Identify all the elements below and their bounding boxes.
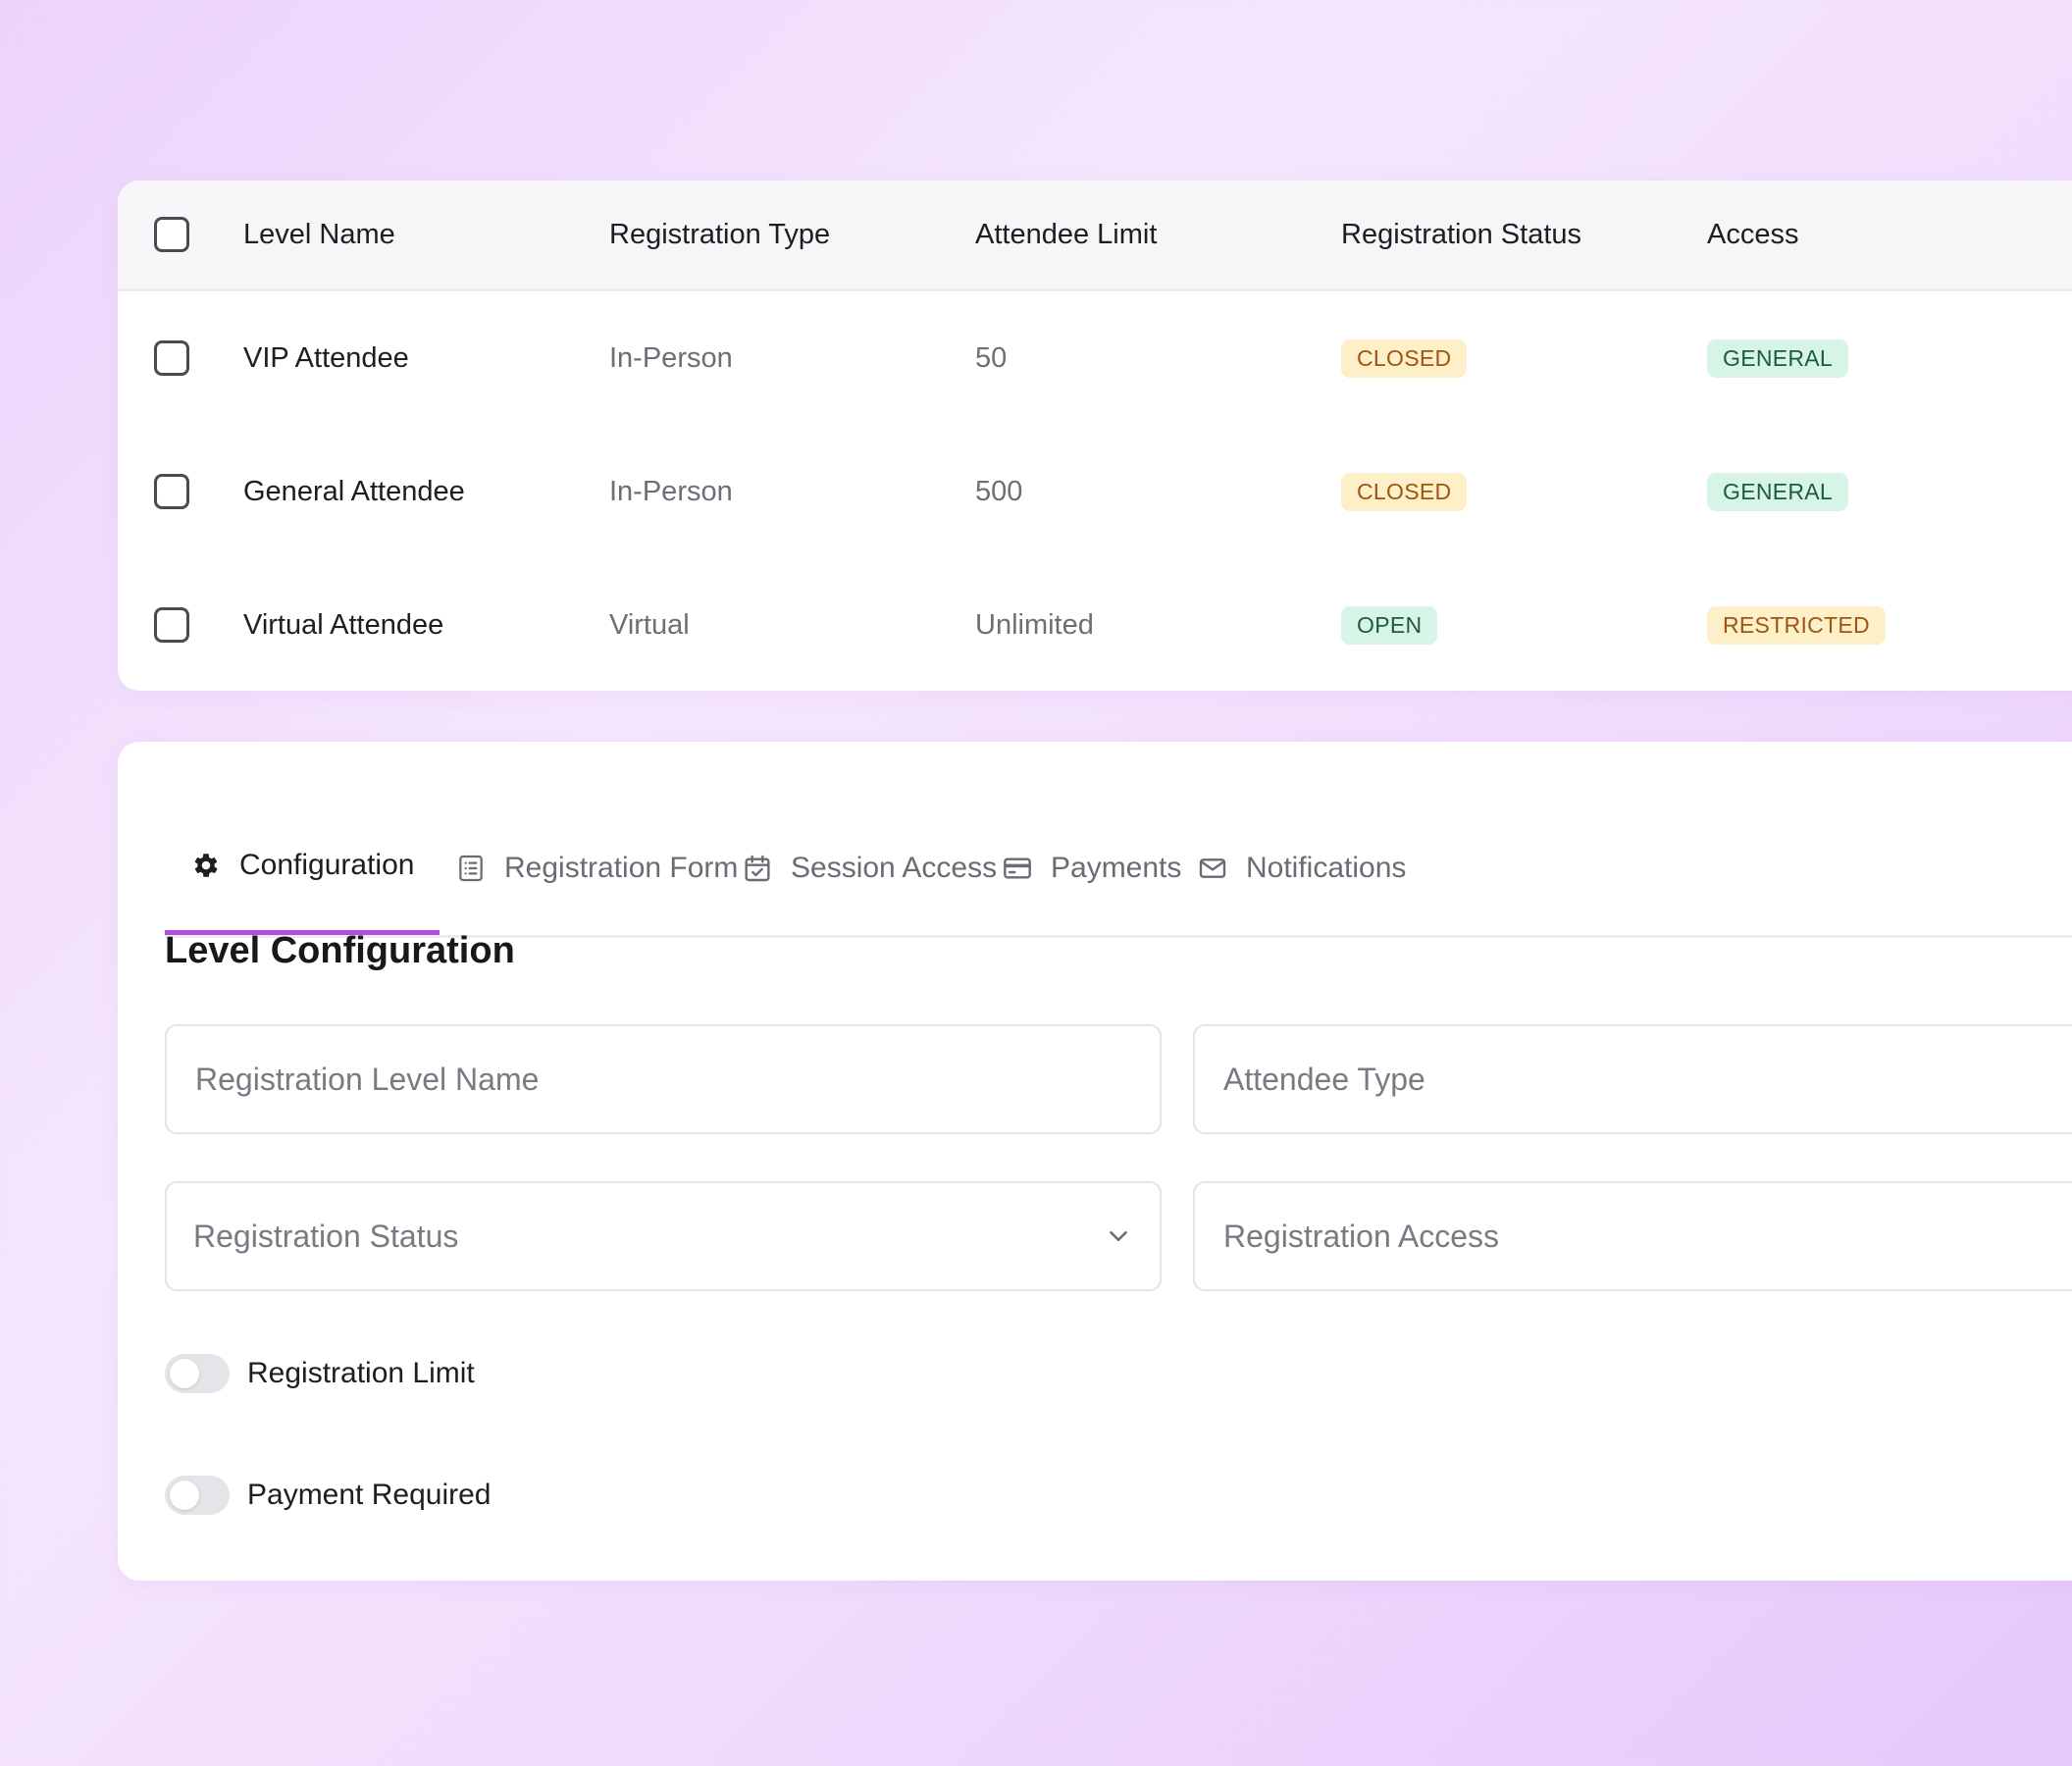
- tab-payments[interactable]: Payments: [976, 801, 1207, 935]
- gear-icon: [194, 854, 218, 877]
- row-select-cell: [154, 291, 189, 425]
- row-checkbox[interactable]: [154, 474, 189, 509]
- access-badge: GENERAL: [1707, 472, 1849, 511]
- level-configuration-panel: Configuration Registration Form Session …: [118, 742, 2072, 1581]
- form-icon: [459, 855, 483, 881]
- section-title: Level Configuration: [165, 930, 515, 971]
- header-registration-type[interactable]: Registration Type: [609, 218, 831, 250]
- tab-label: Configuration: [239, 849, 415, 881]
- header-registration-status[interactable]: Registration Status: [1341, 218, 1582, 250]
- select-all-cell: [154, 181, 189, 288]
- registration-limit-label: Registration Limit: [247, 1357, 475, 1389]
- status-cell: CLOSED: [1341, 291, 1468, 425]
- registration-status-placeholder: Registration Status: [193, 1218, 459, 1254]
- row-checkbox[interactable]: [154, 340, 189, 376]
- attendee-type-input[interactable]: [1221, 1060, 2072, 1099]
- access-cell: GENERAL: [1707, 425, 1849, 558]
- registration-levels-table: Level Name Registration Type Attendee Li…: [118, 181, 2072, 691]
- tab-bar: Configuration Registration Form Session …: [165, 801, 2072, 938]
- header-attendee-limit[interactable]: Attendee Limit: [975, 218, 1158, 250]
- registration-access-field[interactable]: [1193, 1181, 2072, 1291]
- status-badge: CLOSED: [1341, 338, 1468, 378]
- registration-type-cell: Virtual: [609, 608, 690, 641]
- attendee-type-field[interactable]: [1193, 1024, 2072, 1134]
- credit-card-icon: [1004, 857, 1031, 879]
- registration-access-input[interactable]: [1221, 1217, 2072, 1256]
- tab-label: Session Access: [791, 851, 998, 884]
- tab-label: Payments: [1051, 851, 1182, 884]
- registration-type-cell: In-Person: [609, 475, 733, 507]
- tab-notifications[interactable]: Notifications: [1171, 801, 1431, 935]
- tab-registration-form[interactable]: Registration Form: [430, 801, 763, 935]
- attendee-limit-cell: Unlimited: [975, 608, 1094, 641]
- payment-required-label: Payment Required: [247, 1479, 492, 1511]
- registration-level-name-field[interactable]: [165, 1024, 1162, 1134]
- calendar-check-icon: [745, 855, 770, 881]
- chevron-down-icon: [1110, 1231, 1127, 1241]
- tab-configuration[interactable]: Configuration: [165, 801, 440, 935]
- table-row[interactable]: VIP Attendee In-Person 50 CLOSED GENERAL: [118, 291, 2072, 425]
- header-access[interactable]: Access: [1707, 218, 1799, 250]
- row-select-cell: [154, 425, 189, 558]
- tab-session-access[interactable]: Session Access: [716, 801, 1022, 935]
- status-cell: CLOSED: [1341, 425, 1468, 558]
- row-checkbox[interactable]: [154, 607, 189, 643]
- payment-required-row: Payment Required: [165, 1476, 491, 1515]
- attendee-limit-cell: 500: [975, 475, 1023, 507]
- access-badge: GENERAL: [1707, 338, 1849, 378]
- mail-icon: [1199, 857, 1226, 878]
- table-header: Level Name Registration Type Attendee Li…: [118, 181, 2072, 291]
- level-name-cell: General Attendee: [243, 475, 465, 507]
- registration-status-select[interactable]: Registration Status: [165, 1181, 1162, 1291]
- attendee-limit-cell: 50: [975, 341, 1008, 374]
- registration-level-name-input[interactable]: [193, 1060, 1133, 1099]
- status-badge: CLOSED: [1341, 472, 1468, 511]
- access-cell: RESTRICTED: [1707, 558, 1886, 691]
- header-level-name[interactable]: Level Name: [243, 218, 395, 250]
- status-cell: OPEN: [1341, 558, 1438, 691]
- access-cell: GENERAL: [1707, 291, 1849, 425]
- access-badge: RESTRICTED: [1707, 605, 1886, 645]
- level-name-cell: Virtual Attendee: [243, 608, 444, 641]
- table-row[interactable]: Virtual Attendee Virtual Unlimited OPEN …: [118, 558, 2072, 691]
- registration-limit-row: Registration Limit: [165, 1354, 475, 1393]
- registration-type-cell: In-Person: [609, 341, 733, 374]
- level-name-cell: VIP Attendee: [243, 341, 409, 374]
- row-select-cell: [154, 558, 189, 691]
- status-badge: OPEN: [1341, 605, 1438, 645]
- table-row[interactable]: General Attendee In-Person 500 CLOSED GE…: [118, 425, 2072, 558]
- select-all-checkbox[interactable]: [154, 217, 189, 252]
- payment-required-toggle[interactable]: [165, 1476, 230, 1515]
- registration-limit-toggle[interactable]: [165, 1354, 230, 1393]
- tab-label: Registration Form: [504, 851, 739, 884]
- tab-label: Notifications: [1246, 851, 1407, 884]
